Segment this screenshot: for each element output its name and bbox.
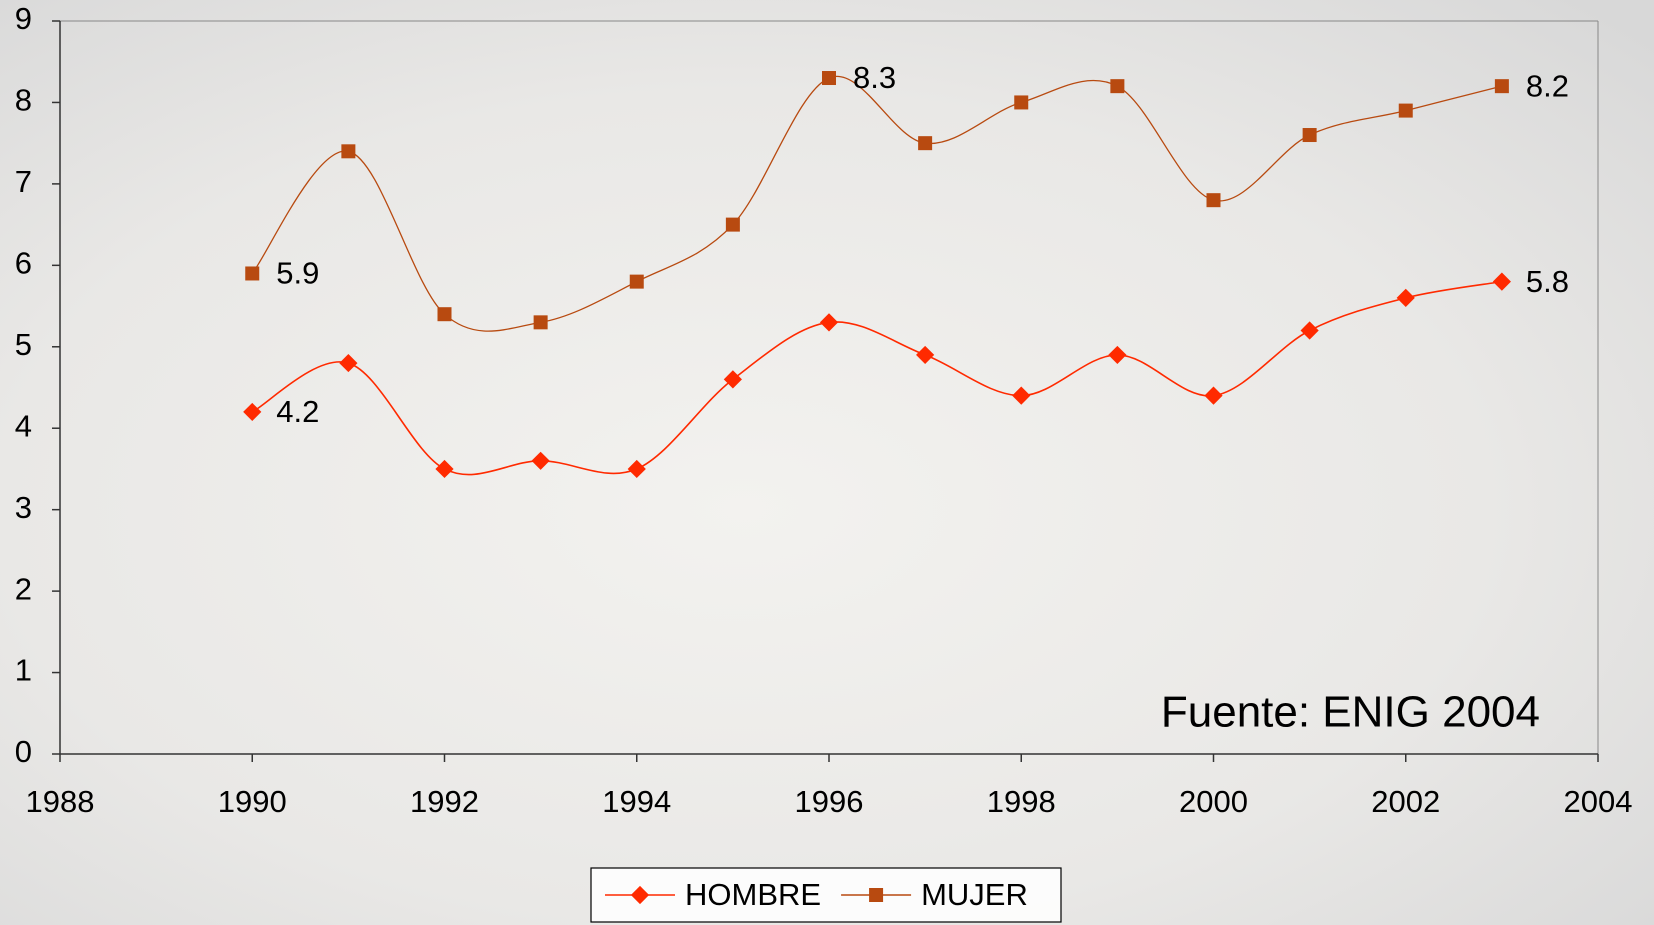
data-label: 5.9 bbox=[276, 256, 319, 291]
marker bbox=[1398, 103, 1413, 118]
y-tick-label: 3 bbox=[15, 490, 32, 525]
marker bbox=[531, 451, 550, 470]
marker bbox=[869, 888, 884, 902]
x-tick-label: 1992 bbox=[410, 784, 479, 819]
legend-label: MUJER bbox=[921, 877, 1028, 912]
marker bbox=[1302, 128, 1317, 143]
y-tick-label: 0 bbox=[15, 734, 32, 769]
marker bbox=[819, 313, 839, 332]
marker bbox=[339, 353, 358, 373]
x-tick-label: 2004 bbox=[1564, 784, 1633, 819]
y-tick-label: 1 bbox=[15, 653, 32, 688]
marker bbox=[1204, 386, 1223, 405]
marker bbox=[435, 459, 454, 479]
y-tick-label: 9 bbox=[15, 1, 32, 36]
marker bbox=[1300, 321, 1319, 340]
data-label: 8.3 bbox=[853, 60, 896, 95]
x-tick-label: 1988 bbox=[26, 784, 95, 819]
marker bbox=[1012, 386, 1031, 405]
x-tick-label: 1994 bbox=[602, 784, 671, 819]
y-tick-label: 7 bbox=[15, 164, 32, 199]
marker bbox=[918, 136, 933, 151]
marker bbox=[1396, 288, 1415, 308]
annotation: Fuente: ENIG 2004 bbox=[1161, 688, 1540, 737]
marker bbox=[1492, 272, 1511, 291]
y-tick-label: 6 bbox=[15, 246, 32, 281]
marker bbox=[916, 345, 935, 365]
marker bbox=[627, 459, 646, 479]
marker bbox=[341, 144, 356, 159]
marker bbox=[1110, 79, 1125, 94]
marker bbox=[630, 885, 650, 905]
x-tick-label: 2000 bbox=[1179, 784, 1248, 819]
y-tick-label: 8 bbox=[15, 83, 32, 118]
marker bbox=[437, 307, 452, 322]
y-tick-label: 2 bbox=[15, 571, 32, 606]
marker bbox=[725, 217, 740, 232]
data-label: 4.2 bbox=[276, 394, 319, 429]
data-label: 8.2 bbox=[1526, 68, 1569, 103]
marker bbox=[1206, 193, 1221, 208]
y-tick-label: 5 bbox=[15, 327, 32, 362]
marker bbox=[1494, 79, 1509, 94]
marker bbox=[629, 274, 644, 289]
marker bbox=[822, 71, 836, 86]
x-tick-label: 1998 bbox=[987, 784, 1056, 819]
marker bbox=[1014, 95, 1029, 110]
data-label: 5.8 bbox=[1526, 264, 1569, 299]
x-tick-label: 1996 bbox=[795, 784, 864, 819]
x-tick-label: 2002 bbox=[1371, 784, 1440, 819]
x-tick-label: 1990 bbox=[218, 784, 287, 819]
legend-label: HOMBRE bbox=[685, 877, 821, 912]
marker bbox=[243, 402, 262, 422]
marker bbox=[245, 266, 260, 281]
series-line bbox=[251, 75, 1503, 332]
y-tick-label: 4 bbox=[15, 408, 32, 443]
marker bbox=[723, 370, 742, 389]
marker bbox=[1108, 345, 1127, 365]
marker bbox=[533, 315, 548, 330]
